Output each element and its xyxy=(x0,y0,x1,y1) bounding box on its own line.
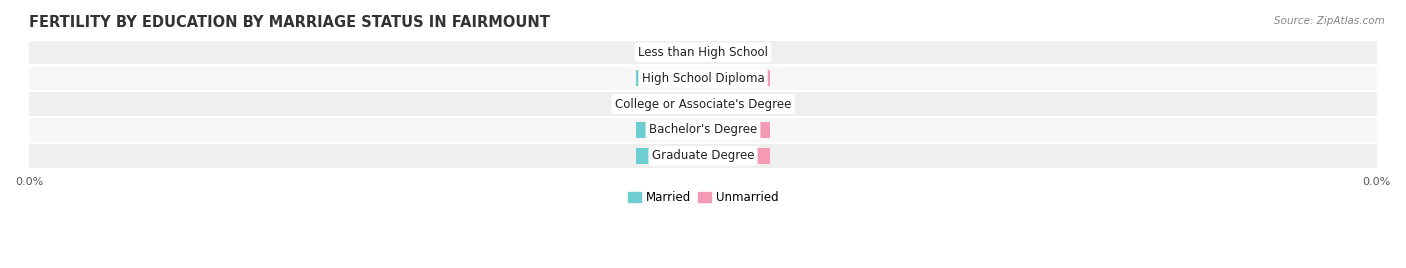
Bar xyxy=(703,44,770,60)
Text: 0.0%: 0.0% xyxy=(654,47,685,57)
Bar xyxy=(30,118,1376,142)
Bar xyxy=(703,122,770,138)
Bar xyxy=(636,70,703,86)
Legend: Married, Unmarried: Married, Unmarried xyxy=(623,186,783,209)
Text: College or Associate's Degree: College or Associate's Degree xyxy=(614,98,792,111)
Bar xyxy=(636,148,703,164)
Text: Graduate Degree: Graduate Degree xyxy=(652,149,754,162)
Bar xyxy=(703,96,770,112)
Bar xyxy=(30,66,1376,90)
Text: 0.0%: 0.0% xyxy=(721,151,752,161)
Text: 0.0%: 0.0% xyxy=(654,151,685,161)
Text: Bachelor's Degree: Bachelor's Degree xyxy=(650,124,756,136)
Text: Source: ZipAtlas.com: Source: ZipAtlas.com xyxy=(1274,16,1385,26)
Bar xyxy=(30,41,1376,64)
Bar xyxy=(636,96,703,112)
Text: 0.0%: 0.0% xyxy=(654,73,685,83)
Bar xyxy=(636,44,703,60)
Text: High School Diploma: High School Diploma xyxy=(641,72,765,85)
Bar xyxy=(703,148,770,164)
Text: 0.0%: 0.0% xyxy=(721,47,752,57)
Text: 0.0%: 0.0% xyxy=(721,73,752,83)
Text: 0.0%: 0.0% xyxy=(654,99,685,109)
Text: 0.0%: 0.0% xyxy=(721,99,752,109)
Text: 0.0%: 0.0% xyxy=(654,125,685,135)
Text: Less than High School: Less than High School xyxy=(638,46,768,59)
Bar xyxy=(636,122,703,138)
Text: FERTILITY BY EDUCATION BY MARRIAGE STATUS IN FAIRMOUNT: FERTILITY BY EDUCATION BY MARRIAGE STATU… xyxy=(30,15,550,30)
Text: 0.0%: 0.0% xyxy=(721,125,752,135)
Bar xyxy=(30,92,1376,116)
Bar xyxy=(30,144,1376,168)
Bar xyxy=(703,70,770,86)
